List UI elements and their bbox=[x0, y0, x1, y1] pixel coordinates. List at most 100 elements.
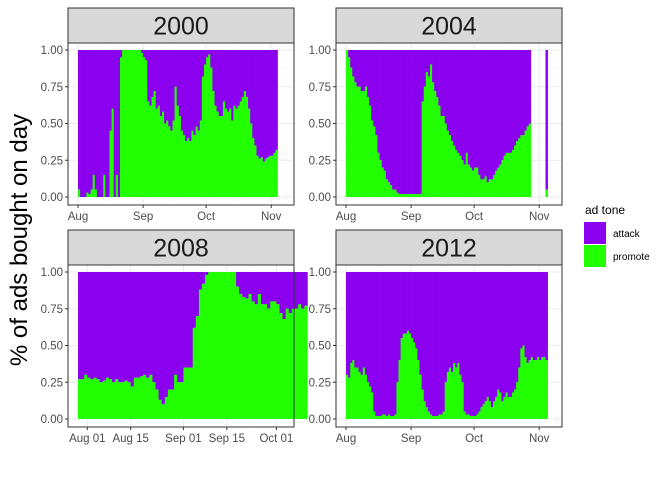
bar-attack bbox=[398, 272, 401, 361]
bar-promote bbox=[390, 416, 393, 419]
bar-promote bbox=[162, 111, 165, 197]
bar-promote bbox=[461, 382, 464, 419]
bar-attack bbox=[469, 272, 473, 417]
bar-attack bbox=[362, 50, 366, 92]
bar-promote bbox=[388, 182, 391, 197]
bar-promote bbox=[505, 392, 509, 419]
bar-promote bbox=[476, 167, 479, 197]
bar-attack bbox=[516, 50, 519, 142]
bar-promote bbox=[465, 414, 469, 419]
bar-promote bbox=[467, 414, 471, 419]
bar-promote bbox=[438, 414, 441, 419]
bar-promote bbox=[276, 304, 280, 419]
bar-attack bbox=[356, 272, 359, 368]
x-tick-label: Nov bbox=[529, 433, 550, 445]
bar-promote bbox=[136, 377, 141, 419]
bar-promote bbox=[509, 152, 513, 197]
x-tick-label: Oct 01 bbox=[259, 433, 293, 445]
bar-attack bbox=[360, 50, 364, 92]
panel-2004: 2004 0.00 0.25 0.50 0.75 1.00 Aug Sep Oct Nov bbox=[309, 7, 563, 223]
y-tick-label: 1.00 bbox=[41, 267, 63, 279]
bar-promote bbox=[189, 367, 194, 419]
bar-attack bbox=[84, 50, 87, 197]
bar-attack bbox=[514, 50, 517, 146]
bar-promote bbox=[522, 135, 525, 197]
bar-promote bbox=[425, 407, 429, 419]
bar-promote bbox=[176, 105, 180, 197]
bar-promote bbox=[288, 313, 293, 419]
bar-attack bbox=[432, 50, 435, 83]
bar-promote bbox=[459, 155, 462, 197]
bar-attack bbox=[364, 272, 368, 375]
bar-promote bbox=[217, 272, 221, 419]
x-tick-label: Sep 01 bbox=[165, 433, 201, 445]
bar-promote bbox=[183, 367, 187, 419]
bar-promote bbox=[402, 333, 406, 419]
y-tick-label: 0.00 bbox=[309, 192, 331, 204]
bar-promote bbox=[423, 401, 427, 419]
bar-attack bbox=[237, 50, 241, 106]
bar-attack bbox=[161, 272, 166, 405]
bar-promote bbox=[149, 105, 152, 197]
bar-attack bbox=[436, 50, 439, 98]
bar-attack bbox=[206, 50, 209, 58]
x-tick-label: Sep 15 bbox=[209, 433, 245, 445]
bar-promote bbox=[127, 382, 132, 419]
bar-attack bbox=[364, 50, 368, 87]
bar-promote bbox=[409, 194, 412, 197]
strip-background bbox=[335, 229, 563, 266]
bar-promote bbox=[392, 189, 395, 197]
bar-attack bbox=[146, 272, 150, 378]
bar-attack bbox=[158, 272, 163, 400]
bar-promote bbox=[352, 360, 355, 419]
bar-promote bbox=[183, 135, 186, 197]
bar-attack bbox=[180, 50, 184, 131]
bar-attack bbox=[501, 272, 504, 402]
bar-attack bbox=[415, 50, 418, 195]
bar-promote bbox=[120, 57, 123, 197]
bar-attack bbox=[520, 50, 523, 136]
y-tick-label: 1.00 bbox=[41, 45, 63, 57]
bar-attack bbox=[170, 50, 173, 131]
bar-attack bbox=[90, 50, 94, 190]
bar-promote bbox=[112, 382, 116, 419]
bar-attack bbox=[99, 50, 102, 197]
bar-promote bbox=[279, 313, 283, 419]
bar-attack bbox=[505, 272, 509, 393]
bar-attack bbox=[423, 272, 427, 402]
y-tick-label: 1.00 bbox=[309, 45, 331, 57]
bar-promote bbox=[490, 179, 494, 197]
bar-promote bbox=[465, 152, 469, 197]
bar-attack bbox=[362, 272, 366, 368]
bar-attack bbox=[103, 50, 106, 175]
y-tick-label: 0.00 bbox=[309, 414, 331, 426]
bar-attack bbox=[476, 272, 479, 415]
bar-promote bbox=[375, 135, 378, 197]
bar-promote bbox=[103, 174, 106, 197]
bar-attack bbox=[90, 272, 94, 380]
bar-promote bbox=[198, 289, 203, 419]
bar-promote bbox=[493, 174, 496, 197]
bar-promote bbox=[469, 167, 473, 197]
bar-promote bbox=[350, 67, 353, 197]
legend-label-promote: promote bbox=[613, 252, 650, 263]
bar-attack bbox=[216, 50, 220, 112]
bar-promote bbox=[248, 108, 251, 197]
bar-promote bbox=[377, 416, 380, 419]
bar-attack bbox=[346, 272, 349, 375]
bar-promote bbox=[406, 330, 410, 419]
bar-attack bbox=[212, 50, 215, 92]
bar-attack bbox=[518, 50, 521, 139]
bar-attack bbox=[463, 272, 467, 412]
bar-attack bbox=[375, 272, 378, 417]
bar-attack bbox=[520, 272, 523, 349]
bar-promote bbox=[507, 152, 511, 197]
bar-promote bbox=[233, 105, 236, 197]
bar-promote bbox=[503, 155, 506, 197]
bar-attack bbox=[415, 272, 418, 349]
bar-promote bbox=[524, 130, 527, 197]
bar-attack bbox=[271, 50, 274, 156]
bar-promote bbox=[78, 189, 81, 197]
bar-attack bbox=[115, 50, 119, 175]
bar-attack bbox=[295, 272, 299, 309]
